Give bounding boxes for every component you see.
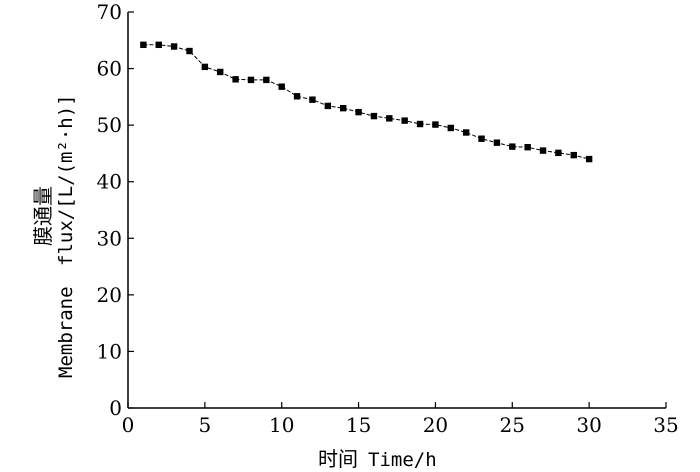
- data-point: [247, 76, 255, 84]
- data-point: [355, 108, 362, 116]
- data-point: [217, 68, 224, 76]
- y-tick-label: 50: [97, 113, 122, 137]
- x-tick-label: 10: [269, 413, 294, 437]
- data-marks: [140, 41, 593, 163]
- data-point: [462, 129, 470, 136]
- data-point: [524, 144, 531, 151]
- x-tick-label: 5: [198, 413, 211, 437]
- axes: 0 5 10 15 20 25 30 35 0 10 20 30 40 50 60 70: [97, 0, 679, 437]
- data-point: [570, 151, 577, 159]
- data-point: [201, 63, 209, 71]
- data-point: [386, 115, 393, 122]
- x-tick-label: 15: [346, 413, 371, 437]
- data-point: [278, 83, 285, 90]
- data-point: [478, 135, 485, 142]
- data-point: [324, 102, 332, 110]
- data-point: [140, 41, 147, 49]
- x-axis-title-cn: 时间: [318, 447, 358, 471]
- data-point: [447, 124, 454, 132]
- y-axis-title-en-1: Membrane: [55, 286, 77, 378]
- y-axis-title-en-2: flux/[L/(m²·h)]: [55, 94, 77, 266]
- data-point: [416, 120, 424, 128]
- data-point: [232, 76, 239, 83]
- data-point: [401, 117, 408, 124]
- y-tick-label: 30: [97, 226, 122, 250]
- data-point: [170, 43, 178, 50]
- y-tick-label: 10: [97, 339, 122, 363]
- data-point: [432, 121, 439, 128]
- data-point: [509, 143, 516, 150]
- y-tick-label: 70: [97, 0, 122, 24]
- y-axis-title-cn: 膜通量: [31, 186, 55, 246]
- x-axis-title-en: Time/h: [368, 449, 437, 471]
- series-line: [143, 44, 590, 160]
- y-axis-title-line1: 膜通量: [31, 186, 55, 246]
- x-tick-label: 0: [122, 413, 135, 437]
- y-tick-label: 60: [97, 57, 122, 81]
- x-tick-label: 30: [576, 413, 601, 437]
- x-tick-label: 25: [500, 413, 525, 437]
- y-axis-title-line2: Membrane flux/[L/(m²·h)]: [55, 94, 77, 378]
- data-point: [309, 96, 316, 103]
- data-point: [493, 139, 501, 146]
- data-point: [263, 76, 270, 84]
- data-point: [370, 112, 378, 120]
- data-point: [186, 47, 193, 55]
- data-point: [585, 155, 593, 163]
- data-point: [293, 93, 301, 100]
- y-tick-label: 40: [97, 170, 122, 194]
- x-tick-label: 35: [653, 413, 678, 437]
- data-point: [555, 149, 562, 157]
- x-tick-label: 20: [423, 413, 448, 437]
- y-tick-label: 20: [97, 283, 122, 307]
- data-point: [155, 41, 162, 49]
- y-tick-label: 0: [109, 396, 122, 420]
- data-point: [340, 104, 347, 112]
- data-point: [539, 147, 547, 154]
